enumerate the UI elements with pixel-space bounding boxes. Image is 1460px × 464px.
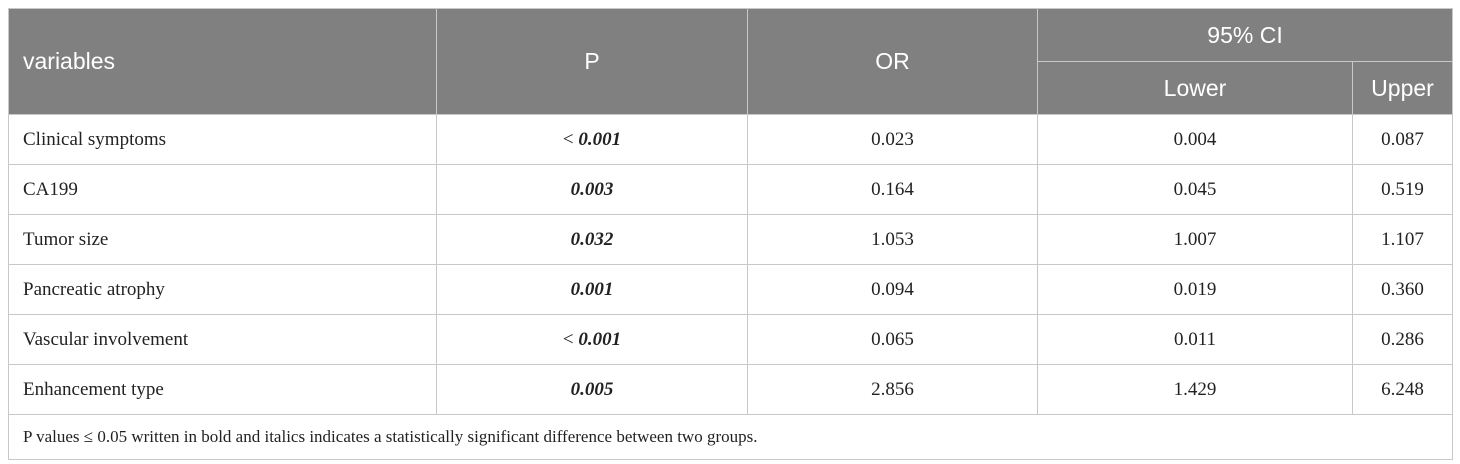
header-upper: Upper (1352, 61, 1453, 115)
cell-upper: 0.360 (1352, 264, 1453, 315)
cell-or: 0.164 (747, 164, 1038, 215)
cell-p: < 0.001 (436, 114, 748, 165)
header-p: P (436, 8, 748, 115)
table-footnote: P values ≤ 0.05 written in bold and ital… (8, 414, 1453, 460)
header-ci: 95% CI (1037, 8, 1453, 62)
cell-or: 0.023 (747, 114, 1038, 165)
table-header: variables P OR 95% CI Lower Upper (8, 8, 1453, 115)
header-variables: variables (8, 8, 437, 115)
cell-variable: Tumor size (8, 214, 437, 265)
cell-lower: 1.007 (1037, 214, 1353, 265)
cell-lower: 0.019 (1037, 264, 1353, 315)
p-value: 0.003 (570, 178, 614, 200)
table-row: Enhancement type 0.005 2.856 1.429 6.248 (8, 364, 1453, 415)
table-container: variables P OR 95% CI Lower Upper Clinic… (8, 8, 1453, 460)
cell-variable: Enhancement type (8, 364, 437, 415)
footnote-row: P values ≤ 0.05 written in bold and ital… (8, 414, 1453, 460)
table-row: Tumor size 0.032 1.053 1.007 1.107 (8, 214, 1453, 265)
header-lower: Lower (1037, 61, 1353, 115)
cell-lower: 0.011 (1037, 314, 1353, 365)
cell-or: 2.856 (747, 364, 1038, 415)
cell-p: 0.001 (436, 264, 748, 315)
cell-upper: 6.248 (1352, 364, 1453, 415)
cell-upper: 1.107 (1352, 214, 1453, 265)
p-value: 0.005 (570, 378, 614, 400)
p-value: 0.001 (578, 128, 622, 150)
cell-p: < 0.001 (436, 314, 748, 365)
cell-variable: CA199 (8, 164, 437, 215)
cell-lower: 0.004 (1037, 114, 1353, 165)
cell-or: 0.065 (747, 314, 1038, 365)
cell-variable: Pancreatic atrophy (8, 264, 437, 315)
cell-variable: Clinical symptoms (8, 114, 437, 165)
p-value: 0.001 (570, 278, 614, 300)
cell-lower: 0.045 (1037, 164, 1353, 215)
cell-lower: 1.429 (1037, 364, 1353, 415)
p-value: 0.032 (570, 228, 614, 250)
cell-upper: 0.519 (1352, 164, 1453, 215)
table-row: CA199 0.003 0.164 0.045 0.519 (8, 164, 1453, 215)
cell-upper: 0.087 (1352, 114, 1453, 165)
cell-p: 0.032 (436, 214, 748, 265)
p-value: 0.001 (578, 328, 622, 350)
cell-or: 0.094 (747, 264, 1038, 315)
table-body: Clinical symptoms < 0.001 0.023 0.004 0.… (8, 114, 1453, 460)
table-row: Pancreatic atrophy 0.001 0.094 0.019 0.3… (8, 264, 1453, 315)
cell-upper: 0.286 (1352, 314, 1453, 365)
p-prefix: < (562, 128, 579, 150)
results-table: variables P OR 95% CI Lower Upper Clinic… (8, 8, 1453, 460)
cell-p: 0.003 (436, 164, 748, 215)
p-prefix: < (562, 328, 579, 350)
header-or: OR (747, 8, 1038, 115)
table-row: Vascular involvement < 0.001 0.065 0.011… (8, 314, 1453, 365)
cell-variable: Vascular involvement (8, 314, 437, 365)
cell-p: 0.005 (436, 364, 748, 415)
cell-or: 1.053 (747, 214, 1038, 265)
table-row: Clinical symptoms < 0.001 0.023 0.004 0.… (8, 114, 1453, 165)
